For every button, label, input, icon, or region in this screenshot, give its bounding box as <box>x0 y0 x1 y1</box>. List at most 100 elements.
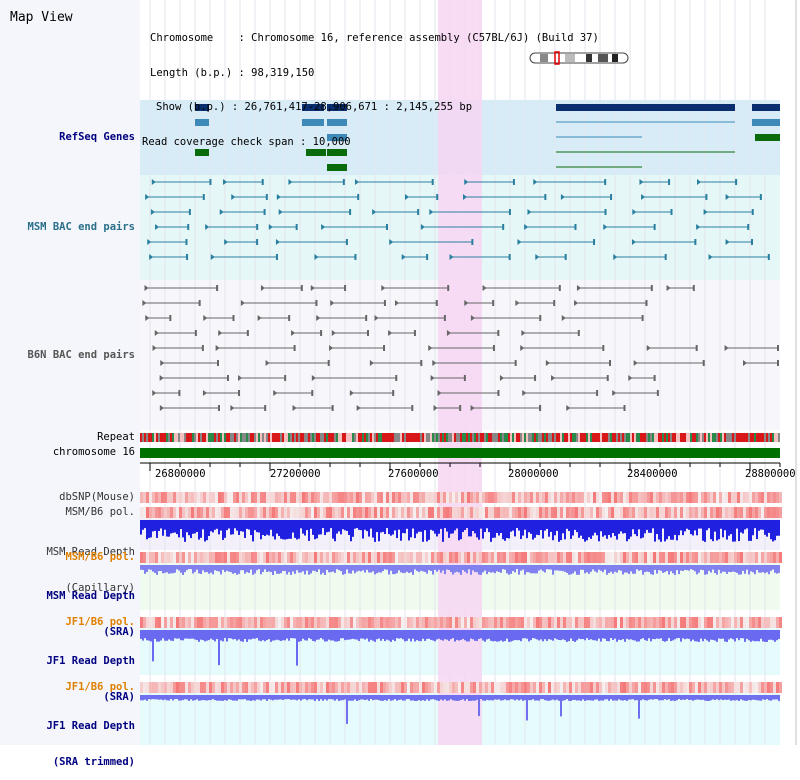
pol-heat-cell <box>668 552 671 563</box>
depth-bar <box>462 630 464 639</box>
depth-bar <box>640 630 642 640</box>
depth-bar <box>630 565 632 572</box>
pol-heat-cell <box>386 492 389 503</box>
pol-heat-cell <box>686 507 689 518</box>
pol-heat-cell <box>761 617 764 628</box>
bac-end-marker <box>404 194 409 200</box>
depth-bar <box>490 630 492 641</box>
pol-heat-cell <box>725 552 728 563</box>
pol-heat-cell <box>428 617 431 628</box>
pol-heat-cell <box>371 507 374 518</box>
repeat-label[interactable]: Repeat <box>97 431 135 443</box>
depth-bar <box>638 565 640 571</box>
depth-bar <box>582 565 584 570</box>
depth-bar <box>454 565 456 573</box>
depth-bar <box>540 695 542 700</box>
depth-bar <box>420 565 422 571</box>
repeat-bar <box>242 433 244 442</box>
depth-bar <box>686 630 688 639</box>
msm-b6-pol-label-2[interactable]: MSM/B6 pol. <box>65 551 135 563</box>
depth-bar <box>288 565 290 573</box>
jf1-b6-pol-label-1[interactable]: JF1/B6 pol. <box>65 616 135 628</box>
pol-heat-cell <box>668 507 671 518</box>
pol-heat-cell <box>590 492 593 503</box>
pol-heat-cell <box>209 507 212 518</box>
depth-bar <box>246 565 248 573</box>
depth-bar <box>400 695 402 700</box>
depth-bar <box>442 520 444 542</box>
pol-heat-cell <box>245 552 248 563</box>
repeat-bar <box>352 433 354 442</box>
pol-heat-cell <box>257 617 260 628</box>
pol-heat-cell <box>194 492 197 503</box>
depth-bar <box>342 630 344 639</box>
pol-heat-cell <box>227 507 230 518</box>
refseq-label[interactable]: RefSeq Genes <box>59 131 135 143</box>
pol-heat-cell <box>446 552 449 563</box>
pol-heat-cell <box>377 492 380 503</box>
chromosome-label[interactable]: chromosome 16 <box>52 446 135 458</box>
pol-heat-cell <box>491 617 494 628</box>
depth-bar <box>474 520 476 534</box>
depth-bar <box>168 520 170 537</box>
pol-heat-cell <box>140 492 143 503</box>
pol-heat-cell <box>689 492 692 503</box>
depth-bar <box>314 565 316 571</box>
depth-bar <box>676 630 678 639</box>
depth-bar <box>688 695 690 700</box>
depth-bar <box>648 520 650 533</box>
depth-bar <box>280 520 282 539</box>
msm-b6-pol-label-1[interactable]: MSM/B6 pol. <box>65 506 135 518</box>
msm-bac-label[interactable]: MSM BAC end pairs <box>27 221 135 233</box>
pol-heat-cell <box>371 682 374 693</box>
pol-heat-cell <box>248 552 251 563</box>
pol-heat-cell <box>362 682 365 693</box>
pol-heat-cell <box>764 552 767 563</box>
depth-bar <box>564 520 566 540</box>
depth-bar <box>464 630 466 641</box>
pol-heat-cell <box>713 682 716 693</box>
depth-bar <box>684 695 686 700</box>
pol-heat-cell <box>173 682 176 693</box>
depth-bar <box>238 695 240 700</box>
depth-bar <box>712 695 714 700</box>
depth-bar <box>400 630 402 639</box>
pol-heat-cell <box>188 492 191 503</box>
depth-bar <box>320 630 322 639</box>
depth-bar <box>354 630 356 640</box>
bac-end-marker <box>257 315 262 321</box>
msm-read-depth-cap-label[interactable]: MSM Read Depth (Capillary) <box>46 522 135 606</box>
bac-end-marker <box>695 345 698 351</box>
depth-bar <box>208 630 210 641</box>
depth-bar <box>680 565 682 571</box>
depth-bar <box>616 520 618 540</box>
bac-end-marker <box>508 254 511 260</box>
chromosome-ideogram[interactable] <box>529 51 629 65</box>
jf1-b6-pol-label-2[interactable]: JF1/B6 pol. <box>65 681 135 693</box>
b6n-bac-label[interactable]: B6N BAC end pairs <box>27 349 135 361</box>
depth-bar <box>568 565 570 575</box>
pol-heat-cell <box>371 492 374 503</box>
jf1-read-depth-sra-label[interactable]: JF1 Read Depth (SRA) <box>46 631 135 715</box>
depth-bar <box>404 565 406 573</box>
depth-bar <box>656 695 658 700</box>
repeat-bar <box>614 433 616 442</box>
track-marks[interactable] <box>140 104 782 724</box>
pol-heat-cell <box>737 617 740 628</box>
depth-bar <box>302 565 304 572</box>
depth-bar <box>634 565 636 574</box>
map-canvas[interactable] <box>0 0 800 745</box>
depth-bar <box>448 565 450 570</box>
depth-bar <box>664 520 666 542</box>
depth-bar <box>662 520 664 529</box>
depth-bar <box>142 520 144 530</box>
depth-bar <box>678 695 680 700</box>
pol-heat-cell <box>620 682 623 693</box>
repeat-bar <box>212 433 214 442</box>
pol-heat-cell <box>662 682 665 693</box>
pol-heat-cell <box>755 617 758 628</box>
msm-read-depth-sra-label[interactable]: MSM Read Depth (SRA) <box>46 566 135 650</box>
pol-heat-cell <box>641 552 644 563</box>
jf1-read-depth-trim-label[interactable]: JF1 Read Depth (SRA trimmed) <box>46 696 135 780</box>
dbsnp-label[interactable]: dbSNP(Mouse) <box>59 491 135 503</box>
